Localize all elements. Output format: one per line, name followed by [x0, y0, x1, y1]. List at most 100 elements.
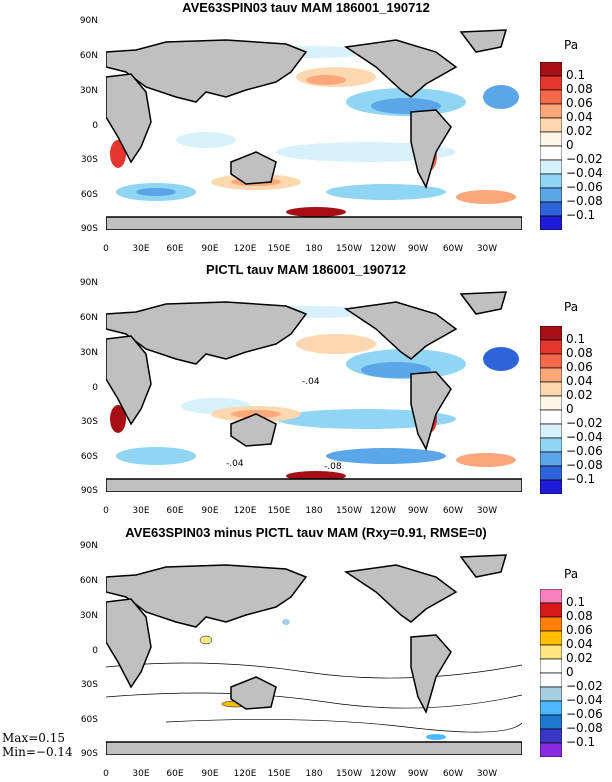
lat-label: 90S: [80, 224, 98, 234]
lat-label: 60S: [80, 715, 98, 725]
lon-label: 120E: [233, 244, 257, 254]
lon-label: 90W: [407, 506, 429, 516]
lon-label: 0: [103, 769, 109, 779]
lon-label: 180: [305, 244, 323, 254]
colorbar-label: −0.02: [566, 679, 603, 693]
lat-label: 60S: [80, 452, 98, 462]
colorbar-unit: Pa: [564, 38, 579, 52]
lon-label: 150W: [335, 769, 363, 779]
colorbar-label: 0.08: [566, 609, 593, 623]
colorbar-label: −0.1: [566, 208, 596, 222]
contour-label: -.04: [302, 377, 320, 387]
lon-label: 90E: [201, 244, 219, 254]
lon-label: 90E: [201, 506, 219, 516]
map-plot: [106, 547, 522, 755]
colorbar-label: −0.1: [566, 472, 596, 486]
lon-label: 90W: [407, 769, 429, 779]
lon-label: 180: [305, 506, 323, 516]
lon-label: 150E: [267, 506, 291, 516]
stat-min: Min=−0.14: [2, 745, 73, 759]
colorbar-label: 0.1: [566, 332, 586, 346]
lon-label: 30W: [476, 506, 498, 516]
colorbar-label: 0.08: [566, 82, 593, 96]
panel-2: PICTL tauv MAM 186001_190712 -.04 -.04: [0, 262, 612, 520]
colorbar-label: −0.06: [566, 444, 603, 458]
panel-title: AVE63SPIN03 tauv MAM 186001_190712: [182, 0, 430, 15]
lat-label: 90N: [79, 16, 98, 26]
colorbar-label: 0.04: [566, 110, 593, 124]
lon-label: 60E: [166, 244, 184, 254]
colorbar-label: 0: [566, 665, 574, 679]
lon-label: 120E: [233, 769, 257, 779]
contour-label: -.04: [226, 459, 244, 469]
lat-label: 30N: [79, 611, 98, 621]
lat-label: 60N: [79, 576, 98, 586]
lat-label: 60N: [79, 51, 98, 61]
lat-label: 60N: [79, 313, 98, 323]
lon-label: 120W: [369, 769, 397, 779]
lon-label: 120W: [369, 244, 397, 254]
colorbar-label: −0.06: [566, 707, 603, 721]
colorbar-label: 0.02: [566, 124, 593, 138]
colorbar: 0.1 0.08 0.06 0.04 0.02 0 −0.02 −0.04 −0…: [540, 589, 610, 757]
colorbar-label: 0.1: [566, 595, 586, 609]
colorbar-label: 0: [566, 402, 574, 416]
panel-3: AVE63SPIN03 minus PICTL tauv MAM (Rxy=0.…: [0, 525, 612, 782]
lat-label: 0: [92, 646, 98, 656]
colorbar-label: 0: [566, 138, 574, 152]
lon-label: 60E: [166, 769, 184, 779]
colorbar-unit: Pa: [564, 300, 579, 314]
colorbar: 0.1 0.08 0.06 0.04 0.02 0 −0.02 −0.04 −0…: [540, 62, 610, 230]
lon-label: 150E: [267, 244, 291, 254]
colorbar-label: 0.06: [566, 96, 593, 110]
lon-label: 120E: [233, 506, 257, 516]
colorbar-unit: Pa: [564, 567, 579, 581]
lon-label: 150W: [335, 506, 363, 516]
lat-label: 30N: [79, 348, 98, 358]
panel-1: AVE63SPIN03 tauv MAM 186001_190712: [0, 0, 612, 258]
colorbar-label: −0.04: [566, 166, 603, 180]
lon-label: 30W: [476, 244, 498, 254]
lon-label: 90E: [201, 769, 219, 779]
lat-label: 60S: [80, 190, 98, 200]
colorbar-label: −0.06: [566, 180, 603, 194]
colorbar-swatches: [540, 326, 562, 494]
lon-label: 30E: [132, 244, 150, 254]
lon-label: 60W: [442, 769, 464, 779]
colorbar-label: −0.08: [566, 194, 603, 208]
colorbar-label: 0.04: [566, 637, 593, 651]
lon-label: 180: [305, 769, 323, 779]
colorbar-swatches: [540, 62, 562, 230]
lat-label: 30N: [79, 86, 98, 96]
colorbar-swatches: [540, 589, 562, 757]
colorbar-label: 0.06: [566, 360, 593, 374]
lat-label: 0: [92, 121, 98, 131]
colorbar: 0.1 0.08 0.06 0.04 0.02 0 −0.02 −0.04 −0…: [540, 326, 610, 494]
colorbar-label: −0.08: [566, 458, 603, 472]
lon-label: 0: [103, 244, 109, 254]
lat-label: 30S: [80, 680, 98, 690]
colorbar-label: −0.02: [566, 152, 603, 166]
colorbar-label: 0.02: [566, 388, 593, 402]
stat-max: Max=0.15: [2, 731, 65, 745]
map-plot: -.04 -.04 -.08: [106, 284, 522, 492]
lon-label: 90W: [407, 244, 429, 254]
lon-label: 30E: [132, 769, 150, 779]
lon-label: 30W: [476, 769, 498, 779]
lat-label: 0: [92, 383, 98, 393]
panel-title: PICTL tauv MAM 186001_190712: [206, 262, 406, 277]
lat-label: 30S: [80, 417, 98, 427]
colorbar-label: 0.1: [566, 68, 586, 82]
colorbar-label: −0.04: [566, 693, 603, 707]
lon-label: 120W: [369, 506, 397, 516]
lon-label: 60W: [442, 244, 464, 254]
lon-label: 150E: [267, 769, 291, 779]
contour-label: -.08: [324, 462, 342, 472]
colorbar-label: −0.02: [566, 416, 603, 430]
lon-label: 0: [103, 506, 109, 516]
lat-label: 90S: [80, 749, 98, 759]
colorbar-label: 0.08: [566, 346, 593, 360]
lat-label: 30S: [80, 155, 98, 165]
map-plot: [106, 22, 522, 230]
colorbar-label: −0.04: [566, 430, 603, 444]
